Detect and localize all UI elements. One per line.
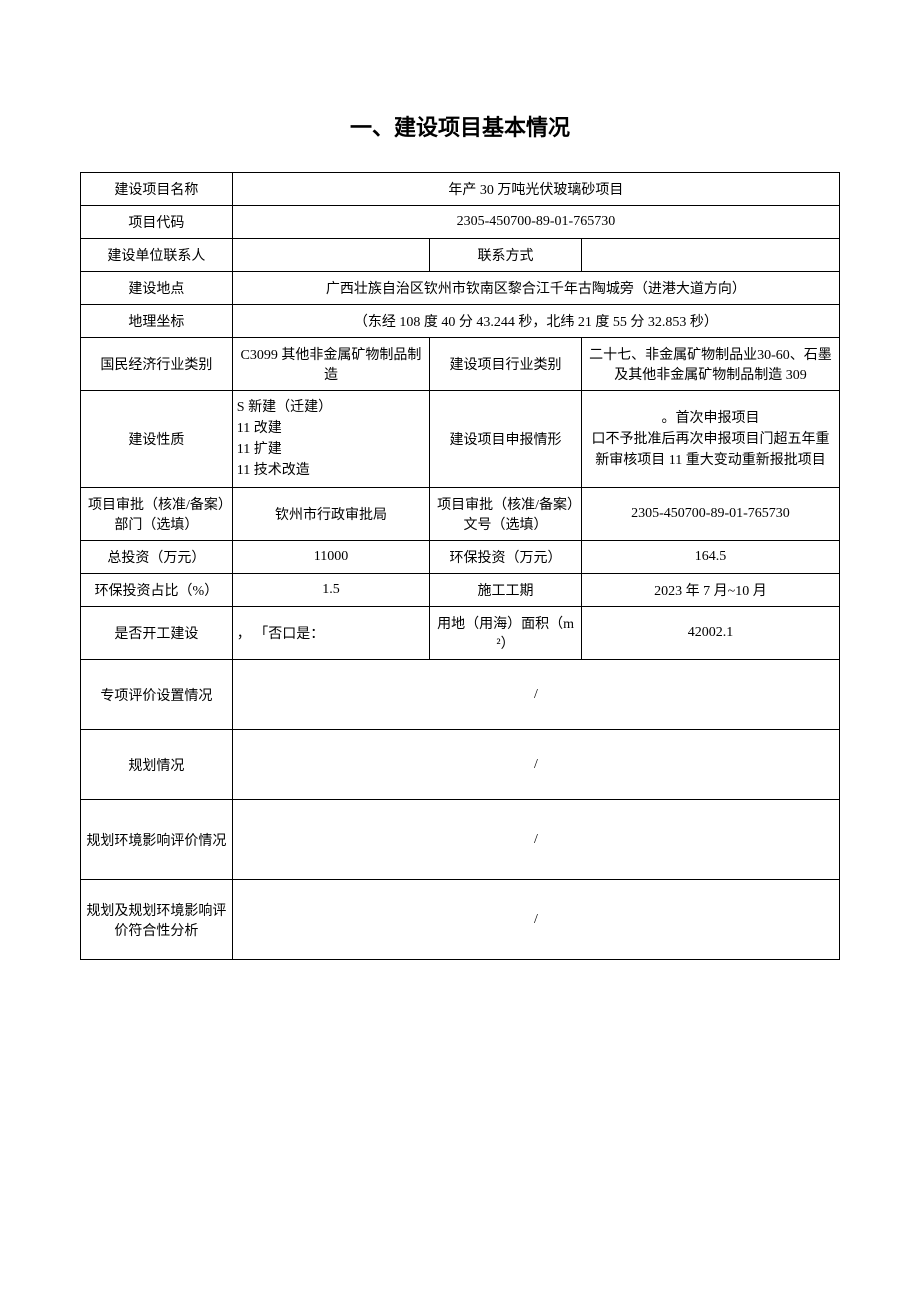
label-plan: 规划情况 (81, 730, 233, 800)
value-contact-method (581, 239, 839, 272)
value-env-ratio: 1.5 (232, 574, 429, 607)
value-schedule: 2023 年 7 月~10 月 (581, 574, 839, 607)
value-plan-env: / (232, 800, 839, 880)
value-location: 广西壮族自治区钦州市钦南区黎合江千年古陶城旁（进港大道方向） (232, 272, 839, 305)
value-project-code: 2305-450700-89-01-765730 (232, 206, 839, 239)
value-plan-conform: / (232, 880, 839, 960)
label-project-code: 项目代码 (81, 206, 233, 239)
basic-info-table: 建设项目名称 年产 30 万吨光伏玻璃砂项目 项目代码 2305-450700-… (80, 172, 840, 960)
label-approval-no: 项目审批（核准/备案）文号（选填） (430, 488, 582, 541)
value-special-eval: / (232, 660, 839, 730)
value-contact-person (232, 239, 429, 272)
label-started: 是否开工建设 (81, 607, 233, 660)
label-plan-env: 规划环境影响评价情况 (81, 800, 233, 880)
label-declare-type: 建设项目申报情形 (430, 391, 582, 488)
value-declare-type: 。首次申报项目 口不予批准后再次申报项目门超五年重新审核项目 11 重大变动重新… (581, 391, 839, 488)
value-started: ， 「否口是： (232, 607, 429, 660)
value-project-name: 年产 30 万吨光伏玻璃砂项目 (232, 173, 839, 206)
value-plan: / (232, 730, 839, 800)
label-location: 建设地点 (81, 272, 233, 305)
value-total-invest: 11000 (232, 541, 429, 574)
label-env-invest: 环保投资（万元） (430, 541, 582, 574)
label-plan-conform: 规划及规划环境影响评价符合性分析 (81, 880, 233, 960)
value-project-industry: 二十七、非金属矿物制品业30-60、石墨及其他非金属矿物制品制造 309 (581, 338, 839, 391)
label-industry-class: 国民经济行业类别 (81, 338, 233, 391)
label-total-invest: 总投资（万元） (81, 541, 233, 574)
label-env-ratio: 环保投资占比（%） (81, 574, 233, 607)
value-industry-class: C3099 其他非金属矿物制品制造 (232, 338, 429, 391)
value-build-nature: S 新建（迁建） 11 改建 11 扩建 11 技术改造 (232, 391, 429, 488)
value-coordinates: （东经 108 度 40 分 43.244 秒，北纬 21 度 55 分 32.… (232, 305, 839, 338)
label-special-eval: 专项评价设置情况 (81, 660, 233, 730)
label-approval-dept: 项目审批（核准/备案）部门（选填） (81, 488, 233, 541)
label-build-nature: 建设性质 (81, 391, 233, 488)
value-approval-no: 2305-450700-89-01-765730 (581, 488, 839, 541)
label-project-industry: 建设项目行业类别 (430, 338, 582, 391)
label-contact-person: 建设单位联系人 (81, 239, 233, 272)
label-coordinates: 地理坐标 (81, 305, 233, 338)
document-page: 一、建设项目基本情况 建设项目名称 年产 30 万吨光伏玻璃砂项目 项目代码 2… (0, 0, 920, 1040)
label-schedule: 施工工期 (430, 574, 582, 607)
label-land-area: 用地（用海）面积（m²） (430, 607, 582, 660)
value-env-invest: 164.5 (581, 541, 839, 574)
label-contact-method: 联系方式 (430, 239, 582, 272)
label-project-name: 建设项目名称 (81, 173, 233, 206)
section-title: 一、建设项目基本情况 (80, 110, 840, 142)
value-land-area: 42002.1 (581, 607, 839, 660)
value-approval-dept: 钦州市行政审批局 (232, 488, 429, 541)
